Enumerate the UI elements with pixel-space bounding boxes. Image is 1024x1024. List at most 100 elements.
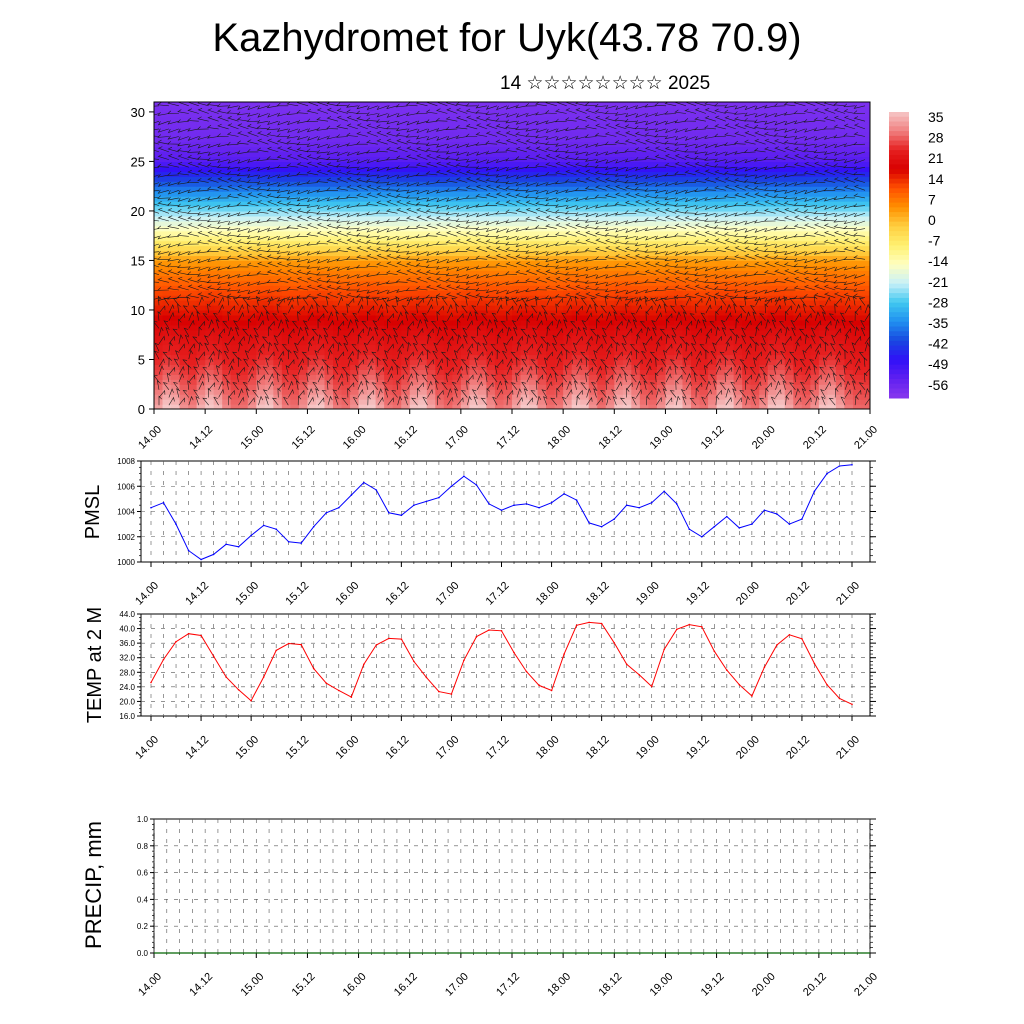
heatmap-cell xyxy=(546,230,556,237)
heatmap-cell xyxy=(844,300,854,306)
heatmap-cell xyxy=(341,151,351,158)
heatmap-cell xyxy=(673,290,684,296)
heatmap-cell xyxy=(264,265,274,271)
heatmap-cell xyxy=(597,305,607,311)
heatmap-cell xyxy=(324,260,334,266)
heatmap-cell xyxy=(196,151,206,158)
heatmap-cell xyxy=(460,235,470,242)
heatmap-cell xyxy=(222,314,232,321)
heatmap-cell xyxy=(256,399,266,405)
heatmap-cell xyxy=(639,146,649,153)
heatmap-cell xyxy=(239,265,249,271)
heatmap-cell xyxy=(793,270,803,276)
heatmap-cell xyxy=(563,260,573,266)
heatmap-cell xyxy=(196,255,206,262)
heatmap-cell xyxy=(307,255,317,262)
heatmap-cell xyxy=(350,250,360,257)
heatmap-cell xyxy=(810,186,820,192)
heatmap-cell xyxy=(486,300,496,306)
heatmap-cell xyxy=(818,404,828,409)
heatmap-cell xyxy=(844,205,854,212)
heatmap-cell xyxy=(512,186,522,192)
heatmap-cell xyxy=(793,201,803,207)
heatmap-cell xyxy=(673,399,684,405)
heatmap-cell xyxy=(435,201,445,207)
heatmap-cell xyxy=(409,305,419,311)
heatmap-cell xyxy=(418,399,428,405)
heatmap-cell xyxy=(460,166,470,172)
heatmap-cell xyxy=(716,329,726,336)
heatmap-cell xyxy=(409,324,419,331)
heatmap-cell xyxy=(452,290,462,296)
heatmap-cell xyxy=(239,141,249,148)
heatmap-cell xyxy=(605,146,615,153)
heatmap-cell xyxy=(614,116,624,123)
heatmap-cell xyxy=(597,181,607,187)
heatmap-cell xyxy=(605,245,615,252)
heatmap-cell xyxy=(443,220,453,227)
heatmap-cell xyxy=(256,205,266,212)
heatmap-cell xyxy=(699,295,709,301)
heatmap-cell xyxy=(776,171,786,177)
heatmap-cell xyxy=(452,166,462,172)
heatmap-cell xyxy=(682,319,692,326)
heatmap-cell xyxy=(665,359,675,366)
heatmap-cell xyxy=(639,205,649,212)
heatmap-cell xyxy=(835,126,846,133)
heatmap-cell xyxy=(844,176,854,182)
heatmap-cell xyxy=(776,260,786,266)
heatmap-cell xyxy=(725,290,735,296)
heatmap-cell xyxy=(597,394,607,400)
heatmap-cell xyxy=(597,374,607,380)
heatmap-cell xyxy=(392,131,402,138)
heatmap-cell xyxy=(708,121,718,128)
heatmap-cell xyxy=(554,255,564,262)
heatmap-cell xyxy=(503,399,513,405)
heatmap-cell xyxy=(469,255,479,262)
heatmap-cell xyxy=(418,300,428,306)
heatmap-cell xyxy=(776,196,786,202)
heatmap-cell xyxy=(452,235,462,242)
heatmap-cell xyxy=(708,161,718,167)
heatmap-cell xyxy=(827,379,837,385)
heatmap-cell xyxy=(205,399,215,405)
heatmap-cell xyxy=(708,404,718,409)
heatmap-cell xyxy=(486,186,496,192)
heatmap-cell xyxy=(529,280,539,286)
heatmap-cell xyxy=(639,260,649,266)
heatmap-cell xyxy=(409,171,419,177)
heatmap-cell xyxy=(665,339,675,346)
heatmap-cell xyxy=(503,324,513,331)
heatmap-cell xyxy=(307,394,317,400)
heatmap-cell xyxy=(213,131,223,138)
heatmap-cell xyxy=(529,349,539,356)
heatmap-cell xyxy=(682,250,692,257)
heatmap-cell xyxy=(827,339,837,346)
heatmap-cell xyxy=(315,394,326,400)
heatmap-cell xyxy=(597,151,607,158)
heatmap-cell xyxy=(435,270,445,276)
heatmap-cell xyxy=(435,235,445,242)
heatmap-cell xyxy=(494,364,505,370)
heatmap-cell xyxy=(622,225,632,232)
heatmap-cell xyxy=(835,250,846,257)
heatmap-cell xyxy=(835,389,846,395)
heatmap-cell xyxy=(409,339,419,346)
heatmap-cell xyxy=(818,364,828,370)
heatmap-cell xyxy=(818,329,828,336)
heatmap-cell xyxy=(298,136,309,143)
heatmap-cell xyxy=(460,121,470,128)
heatmap-cell xyxy=(656,280,667,286)
heatmap-cell xyxy=(639,404,649,409)
heatmap-cell xyxy=(784,126,794,133)
heatmap-cell xyxy=(443,285,453,291)
heatmap-cell xyxy=(529,255,539,262)
heatmap-cell xyxy=(247,191,257,197)
heatmap-cell xyxy=(537,374,547,380)
heatmap-cell xyxy=(750,265,760,271)
heatmap-cell xyxy=(733,295,743,301)
heatmap-cell xyxy=(188,176,198,182)
heatmap-cell xyxy=(426,319,436,326)
heatmap-cell xyxy=(759,186,769,192)
heatmap-cell xyxy=(426,121,436,128)
